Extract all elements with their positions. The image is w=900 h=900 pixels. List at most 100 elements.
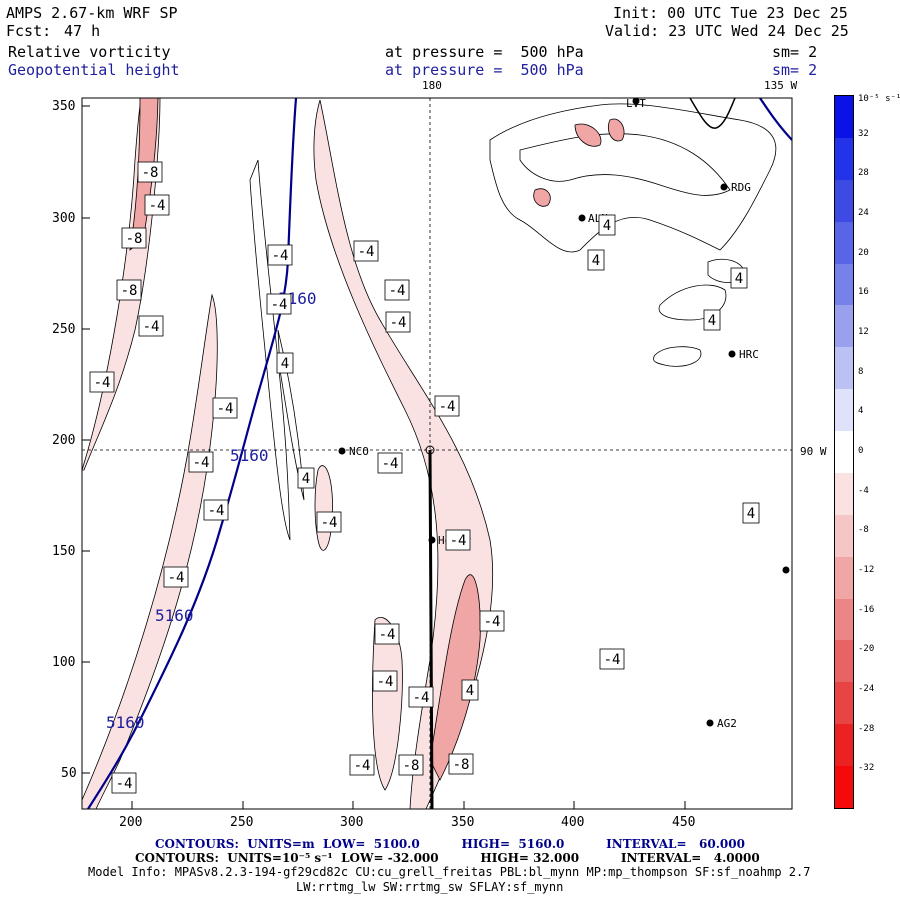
- vorticity-label: -4: [116, 776, 133, 792]
- vorticity-label-box: [111, 772, 137, 794]
- vorticity-label-box: [163, 566, 189, 588]
- vorticity-label: -8: [142, 165, 159, 181]
- pole-marker: [425, 445, 435, 455]
- x-tick-label: 250: [230, 815, 254, 830]
- colorbar-swatch: [835, 179, 853, 222]
- x-tick-label: 400: [561, 815, 585, 830]
- vorticity-core-east: [429, 574, 481, 781]
- colorbar-label: -20: [858, 644, 875, 655]
- vorticity-label: 4: [735, 271, 743, 287]
- vorticity-label-box: [212, 397, 238, 419]
- forecast-hour: 47 h: [64, 22, 101, 40]
- station-markers: [338, 97, 790, 727]
- footer-model-info: Model Info: MPASv8.2.3-194-gf29cd82c CU:…: [88, 865, 811, 879]
- vorticity-label-box: [479, 610, 505, 632]
- vorticity-label: 4: [302, 471, 310, 487]
- colorbar: [834, 95, 854, 809]
- colorbar-label: -8: [858, 525, 869, 536]
- vorticity-label-box: [377, 452, 403, 474]
- vorticity-label-box: [598, 214, 616, 236]
- vorticity-label-box: [276, 352, 294, 374]
- lon-label-90w: 90 W: [800, 445, 827, 458]
- vorticity-label: -4: [94, 375, 111, 391]
- colorbar-label: 12: [858, 327, 869, 337]
- y-tick-label: 50: [61, 766, 77, 781]
- vorticity-label-box: [267, 244, 293, 266]
- colorbar-swatch: [835, 263, 853, 306]
- field-sm-vorticity: sm= 2: [772, 43, 818, 61]
- field-level-height: at pressure = 500 hPa: [385, 61, 584, 79]
- colorbar-swatch: [835, 96, 853, 138]
- vorticity-label-box: [408, 686, 434, 708]
- vorticity-label-box: [266, 293, 292, 315]
- vorticity-label: -4: [208, 503, 225, 519]
- colorbar-label: 4: [858, 406, 864, 417]
- height-label: 5160: [155, 606, 194, 625]
- colorbar-swatch: [835, 682, 853, 725]
- height-contour-5160-east: [759, 98, 792, 141]
- vorticity-label: -4: [358, 244, 375, 260]
- vorticity-label-box: [398, 754, 424, 776]
- station-label-nco: NCO: [349, 445, 369, 458]
- colorbar-label: 32: [858, 128, 869, 139]
- footer-height-contours: CONTOURS: UNITS=m LOW= 5100.0 HIGH= 5160…: [155, 837, 745, 851]
- colorbar-swatch: [835, 472, 853, 515]
- station-hrc: [728, 350, 736, 358]
- vorticity-label-box: [703, 309, 721, 331]
- vorticity-label: 4: [466, 683, 474, 699]
- vorticity-label-box: [203, 499, 229, 521]
- vorticity-label: -4: [149, 198, 166, 214]
- vorticity-label-box: [448, 753, 474, 775]
- vorticity-label: -4: [193, 455, 210, 471]
- vorticity-label: -4: [450, 533, 467, 549]
- vorticity-label-box: [137, 161, 163, 183]
- station-rdg: [720, 183, 728, 191]
- field-name-height: Geopotential height: [8, 61, 180, 79]
- vorticity-label: -4: [382, 456, 399, 472]
- y-tick-label: 350: [52, 99, 76, 114]
- vorticity-label: 4: [281, 356, 289, 372]
- footer-vorticity-contours: CONTOURS: UNITS=10⁻⁵ s⁻¹ LOW= -32.000 HI…: [135, 851, 760, 865]
- vorticity-label-box: [116, 279, 142, 301]
- vorticity-label: -4: [321, 515, 338, 531]
- station-label-lvt: LVT: [626, 97, 646, 110]
- vorticity-label-box: [461, 679, 479, 701]
- vorticity-label: -4: [484, 614, 501, 630]
- colorbar-label: -32: [858, 763, 875, 774]
- vorticity-label: -4: [354, 758, 371, 774]
- vorticity-label: -4: [390, 315, 407, 331]
- vorticity-cell-small: [314, 465, 333, 551]
- vorticity-label: 4: [708, 313, 716, 329]
- vorticity-label: -4: [604, 652, 621, 668]
- contour-east-1: [658, 284, 727, 321]
- height-label: 5160: [106, 713, 145, 732]
- vorticity-label: 4: [747, 506, 755, 522]
- colorbar-label: -12: [858, 565, 875, 575]
- field-name-vorticity: Relative vorticity: [8, 43, 171, 61]
- x-tick-label: 450: [672, 815, 696, 830]
- coast-contours-inner: [519, 133, 731, 196]
- y-tick-label: 150: [52, 544, 76, 559]
- colorbar-swatch: [835, 137, 853, 180]
- axis-ticks: [82, 105, 686, 809]
- vorticity-label: -4: [439, 399, 456, 415]
- height-label: 5160: [230, 446, 269, 465]
- colorbar-label: -28: [858, 723, 875, 734]
- vorticity-label-box: [144, 194, 170, 216]
- colorbar-swatch: [835, 598, 853, 641]
- colorbar-swatch: [835, 640, 853, 683]
- colorbar-swatch: [835, 389, 853, 431]
- vorticity-label: -4: [143, 319, 160, 335]
- vorticity-label: -4: [377, 674, 394, 690]
- vorticity-label-box: [742, 502, 760, 524]
- station-label-rdg: RDG: [731, 181, 751, 194]
- vorticity-label-box: [353, 240, 379, 262]
- colorbar-label: 0: [858, 446, 864, 456]
- vorticity-label: -4: [168, 570, 185, 586]
- colorbar-label: -4: [858, 485, 869, 496]
- coast-red-spots: [533, 118, 625, 207]
- y-tick-label: 250: [52, 322, 76, 337]
- vorticity-label-box: [384, 279, 410, 301]
- station-aln: [578, 214, 586, 222]
